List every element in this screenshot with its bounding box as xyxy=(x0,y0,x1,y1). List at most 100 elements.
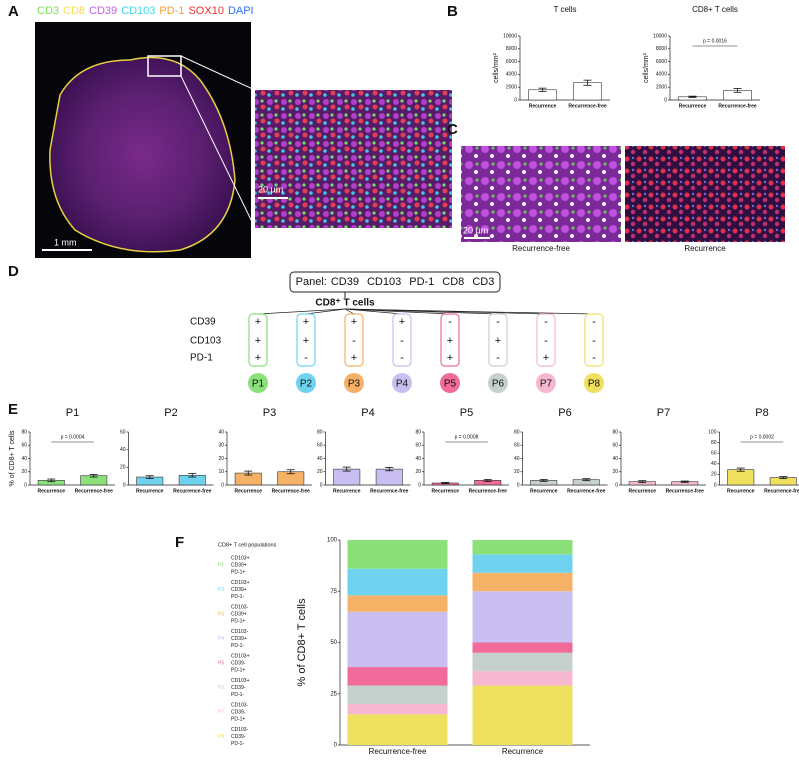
y-tick-label: 4000 xyxy=(656,72,667,78)
marker-panel-title: Panel: xyxy=(296,276,327,288)
legend-description: CD103+ xyxy=(231,580,250,586)
chart-title: CD8+ T cells xyxy=(692,5,738,14)
stacked-segment xyxy=(472,652,573,672)
y-tick-label: 100 xyxy=(327,538,338,544)
legend-description: CD103- xyxy=(231,604,249,610)
p-value: p = 0.0004 xyxy=(61,434,85,440)
legend-description: PD-1- xyxy=(231,643,244,649)
population-label: P7 xyxy=(540,379,553,390)
chart-title: P5 xyxy=(460,407,473,419)
x-tick-label: Recurrence xyxy=(431,488,459,494)
channel-label: PD-1 xyxy=(159,5,184,17)
sign: + xyxy=(495,335,501,347)
channel-label: CD103 xyxy=(121,5,155,17)
y-tick-label: 80 xyxy=(317,429,323,435)
y-tick-label: 2000 xyxy=(656,85,667,91)
legend-description: PD-1+ xyxy=(231,716,245,722)
y-tick-label: 20 xyxy=(415,469,421,475)
stacked-segment xyxy=(347,714,448,745)
chart-title: T cells xyxy=(554,5,577,14)
sign: - xyxy=(304,352,308,364)
x-tick-label: Recurrence-free xyxy=(369,747,427,756)
legend-description: CD103- xyxy=(231,702,249,708)
p-value: p = 0.0002 xyxy=(750,434,774,440)
population-label: P5 xyxy=(444,379,457,390)
y-axis-label: % of CD8+ T cells xyxy=(9,430,16,486)
x-tick-label: Recurrence-free xyxy=(568,103,607,109)
population-badge xyxy=(584,373,604,393)
y-tick-label: 20 xyxy=(514,469,520,475)
legend-description: PD-1- xyxy=(231,594,244,600)
error-bar xyxy=(342,466,351,472)
legend-description: CD103+ xyxy=(231,678,250,684)
error-bar xyxy=(538,87,547,92)
sign: + xyxy=(351,316,357,328)
marker-panel-box xyxy=(289,271,501,293)
bar xyxy=(727,469,755,486)
y-tick-label: 60 xyxy=(711,451,717,457)
legend-description: CD103+ xyxy=(231,555,250,561)
x-tick-label: Recurrence-free xyxy=(469,488,508,494)
error-bar xyxy=(89,473,98,478)
y-axis-label: cells/mm² xyxy=(643,52,650,83)
y-tick-label: 0 xyxy=(221,482,224,488)
panel-label: C xyxy=(447,121,458,138)
stacked-segment xyxy=(347,685,448,704)
error-bar xyxy=(145,475,154,479)
y-tick-label: 60 xyxy=(612,443,618,449)
p-value: p = 0.0016 xyxy=(703,38,727,44)
y-tick-label: 80 xyxy=(21,429,27,435)
x-tick-label: Recurrence xyxy=(37,488,65,494)
y-tick-label: 0 xyxy=(320,482,323,488)
population-box xyxy=(488,313,508,367)
y-tick-label: 20 xyxy=(218,456,224,462)
stacked-segment xyxy=(472,554,573,573)
x-tick-label: Recurrence-free xyxy=(173,488,212,494)
y-axis-label: cells/mm² xyxy=(493,52,500,83)
legend-name: P3 xyxy=(218,611,224,617)
y-tick-label: 40 xyxy=(120,447,126,453)
population-box xyxy=(392,313,412,367)
x-tick-label: Recurrence xyxy=(333,488,361,494)
y-tick-label: 20 xyxy=(317,469,323,475)
chart-title: P6 xyxy=(558,407,571,419)
population-badge xyxy=(488,373,508,393)
y-tick-label: 60 xyxy=(514,443,520,449)
legend-name: P4 xyxy=(218,636,224,642)
chart-title: P8 xyxy=(755,407,768,419)
stacked-segment xyxy=(347,611,448,668)
y-tick-label: 25 xyxy=(330,691,337,697)
image-caption: Recurrence xyxy=(684,244,726,253)
chart-title: P7 xyxy=(657,407,670,419)
y-tick-label: 10000 xyxy=(503,33,517,39)
panel-label: A xyxy=(8,3,19,20)
error-bar xyxy=(736,467,745,472)
y-tick-label: 20 xyxy=(711,472,717,478)
sign: + xyxy=(399,316,405,328)
marker-panel-item: PD-1 xyxy=(409,276,434,288)
y-tick-label: 60 xyxy=(21,443,27,449)
stacked-segment xyxy=(347,667,448,686)
x-tick-label: Recurrence xyxy=(502,747,544,756)
sign: - xyxy=(400,335,404,347)
y-tick-label: 0 xyxy=(123,482,126,488)
y-tick-label: 80 xyxy=(514,429,520,435)
y-tick-label: 40 xyxy=(218,429,224,435)
legend-description: CD39+ xyxy=(231,636,247,642)
population-label: P1 xyxy=(252,379,265,390)
legend-description: PD-1+ xyxy=(231,618,245,624)
sign: - xyxy=(592,335,596,347)
x-tick-label: Recurrence-free xyxy=(370,488,409,494)
sign: + xyxy=(255,335,261,347)
error-bar xyxy=(539,478,548,482)
stacked-segment xyxy=(472,685,573,745)
connector xyxy=(257,308,346,315)
legend-name: P6 xyxy=(218,685,224,691)
error-bar xyxy=(244,470,253,476)
inset-connector xyxy=(180,75,256,229)
population-label: P4 xyxy=(396,379,409,390)
scale-bar-label: 20 µm xyxy=(463,225,488,235)
sign: - xyxy=(352,335,356,347)
x-tick-label: Recurrence-free xyxy=(272,488,311,494)
sign: + xyxy=(351,352,357,364)
